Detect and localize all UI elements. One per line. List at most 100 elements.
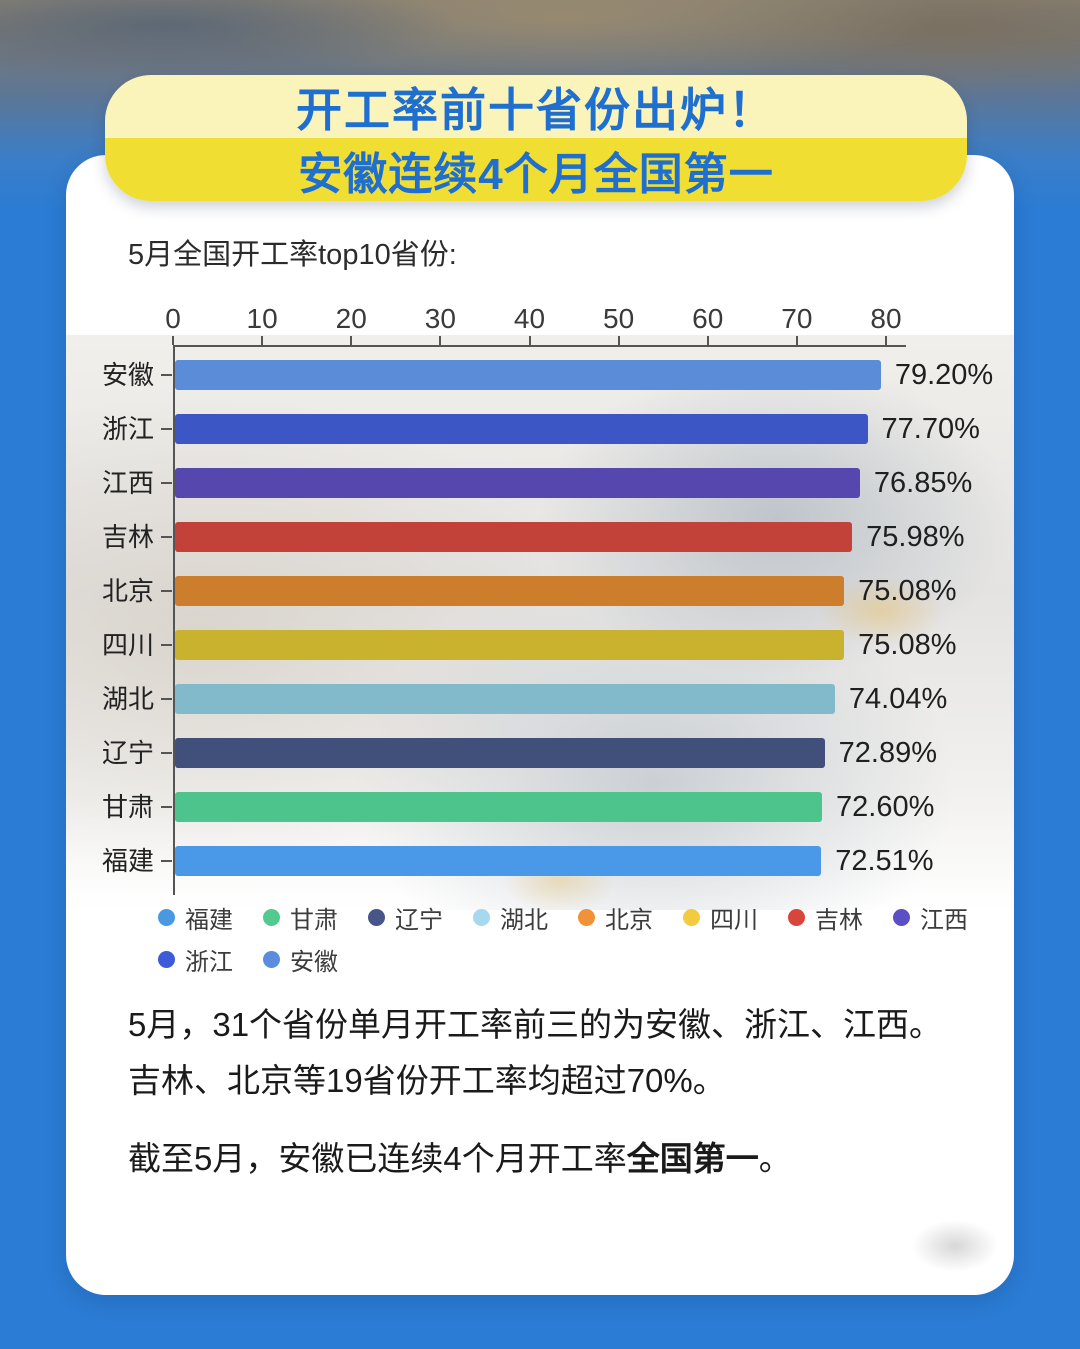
bar: [175, 846, 822, 876]
axis-tick-label: 60: [692, 303, 724, 334]
bar-value-label: 75.98%: [866, 521, 965, 553]
bar-value-label: 72.60%: [836, 791, 935, 823]
legend-item: 吉林: [788, 901, 863, 934]
bar: [175, 468, 860, 498]
axis-tick-label: 20: [335, 303, 367, 334]
legend-label: 甘肃: [290, 906, 338, 934]
bar-value-label: 76.85%: [873, 467, 973, 499]
axis-tick-label: 0: [165, 303, 181, 334]
bar-category-tick: [161, 752, 172, 754]
chart-title: 5月全国开工率top10省份:: [128, 239, 457, 271]
legend-item: 辽宁: [368, 901, 443, 934]
bar-chart: 0 10 20 30 40 50 60 70 80 安徽 79.20% 浙江 77.70% 江西 76.85…: [66, 155, 1014, 1295]
axis-tick-label: 50: [603, 303, 635, 334]
legend-dot-icon: [158, 950, 175, 968]
bar-value-label: 77.70%: [881, 413, 980, 445]
legend-label: 福建: [185, 906, 233, 934]
legend-item: 福建: [158, 901, 233, 934]
legend-label: 四川: [710, 906, 758, 934]
bar-category-label: 辽宁: [101, 738, 154, 768]
axis-tick-label: 10: [246, 303, 278, 334]
bar-category-label: 甘肃: [101, 792, 154, 822]
summary-line-2: 吉林、北京等19省份开工率均超过70%。: [128, 1062, 726, 1099]
summary-line-1: 5月，31个省份单月开工率前三的为安徽、浙江、江西。: [128, 1006, 943, 1043]
axis-tick-label: 80: [870, 303, 902, 334]
axis-tick-label: 30: [424, 303, 456, 334]
axis-tick-mark: [350, 336, 353, 345]
banner-bottom-half: 安徽连续4个月全国第一: [105, 138, 967, 201]
bar-category-label: 江西: [101, 468, 154, 498]
legend-item: 浙江: [158, 943, 233, 976]
x-axis-line: [173, 345, 906, 347]
title-banner: 开工率前十省份出炉！ 安徽连续4个月全国第一: [105, 75, 967, 201]
bar-category-tick: [161, 536, 172, 538]
summary-paragraph: 5月，31个省份单月开工率前三的为安徽、浙江、江西。 吉林、北京等19省份开工率…: [128, 997, 988, 1109]
bar-category-label: 安徽: [101, 360, 154, 390]
conclusion-paragraph: 截至5月，安徽已连续4个月开工率全国第一。: [128, 1131, 988, 1187]
banner-title-line1: 开工率前十省份出炉！: [296, 83, 776, 136]
bar-category-label: 湖北: [101, 684, 154, 714]
y-axis-spine: [173, 345, 175, 895]
banner-top-half: 开工率前十省份出炉！: [105, 75, 967, 138]
bar: [175, 576, 845, 606]
legend-item: 湖北: [473, 901, 548, 934]
axis-tick-mark: [885, 336, 887, 345]
legend-dot-icon: [473, 908, 490, 926]
axis-tick-label: 70: [781, 303, 813, 334]
bar-category-tick: [161, 806, 172, 808]
legend-label: 吉林: [815, 906, 863, 934]
bar-category-label: 吉林: [101, 522, 154, 552]
axis-tick-mark: [261, 336, 264, 345]
bar-value-label: 79.20%: [894, 359, 994, 391]
legend-dot-icon: [368, 908, 385, 926]
watermark-smudge: [890, 1205, 1020, 1287]
legend-dot-icon: [263, 950, 280, 968]
legend-item: 安徽: [263, 943, 338, 976]
axis-tick-mark: [706, 336, 709, 345]
bar-value-label: 72.89%: [838, 737, 937, 769]
bar-value-label: 74.04%: [848, 683, 948, 715]
chart-legend: 福建 甘肃 辽宁 湖北 北京 四川 吉林 江西浙江 安徽: [158, 901, 994, 976]
bar-category-tick: [161, 482, 172, 484]
bar-category-tick: [161, 644, 172, 646]
bar-category-label: 浙江: [101, 414, 154, 444]
axis-tick-mark: [439, 336, 442, 345]
legend-label: 辽宁: [395, 906, 443, 934]
legend-dot-icon: [578, 908, 595, 926]
legend-dot-icon: [683, 908, 700, 926]
legend-dot-icon: [893, 908, 910, 926]
legend-label: 安徽: [290, 948, 338, 976]
legend-label: 北京: [605, 906, 653, 934]
axis-tick-mark: [528, 336, 531, 345]
bar: [175, 630, 845, 660]
bar: [175, 792, 823, 822]
conclusion-highlight: 全国第一: [626, 1140, 759, 1177]
bar-category-tick: [161, 428, 172, 430]
bar: [175, 414, 868, 444]
legend-item: 江西: [893, 901, 968, 934]
bar-value-label: 75.08%: [858, 575, 957, 607]
conclusion-suffix: 。: [758, 1140, 792, 1177]
bar: [175, 684, 835, 714]
bar-category-label: 福建: [101, 846, 154, 876]
bar: [175, 360, 881, 390]
bar-category-tick: [161, 698, 172, 700]
legend-item: 四川: [683, 901, 758, 934]
axis-tick-mark: [617, 336, 620, 345]
legend-label: 浙江: [185, 948, 233, 976]
legend-item: 甘肃: [263, 901, 338, 934]
bar-category-label: 四川: [101, 630, 154, 660]
legend-dot-icon: [158, 908, 175, 926]
axis-tick-label: 40: [513, 303, 546, 334]
conclusion-prefix: 截至5月，安徽已连续4个月开工率: [128, 1140, 627, 1177]
bar: [175, 738, 825, 768]
legend-dot-icon: [263, 908, 280, 926]
bar: [175, 522, 853, 552]
bar-category-tick: [161, 860, 172, 862]
axis-tick-mark: [795, 336, 798, 345]
bar-value-label: 75.08%: [858, 629, 957, 661]
axis-tick-mark: [172, 336, 174, 345]
legend-label: 江西: [920, 906, 968, 934]
bar-category-tick: [161, 590, 172, 592]
bar-value-label: 72.51%: [835, 845, 934, 877]
